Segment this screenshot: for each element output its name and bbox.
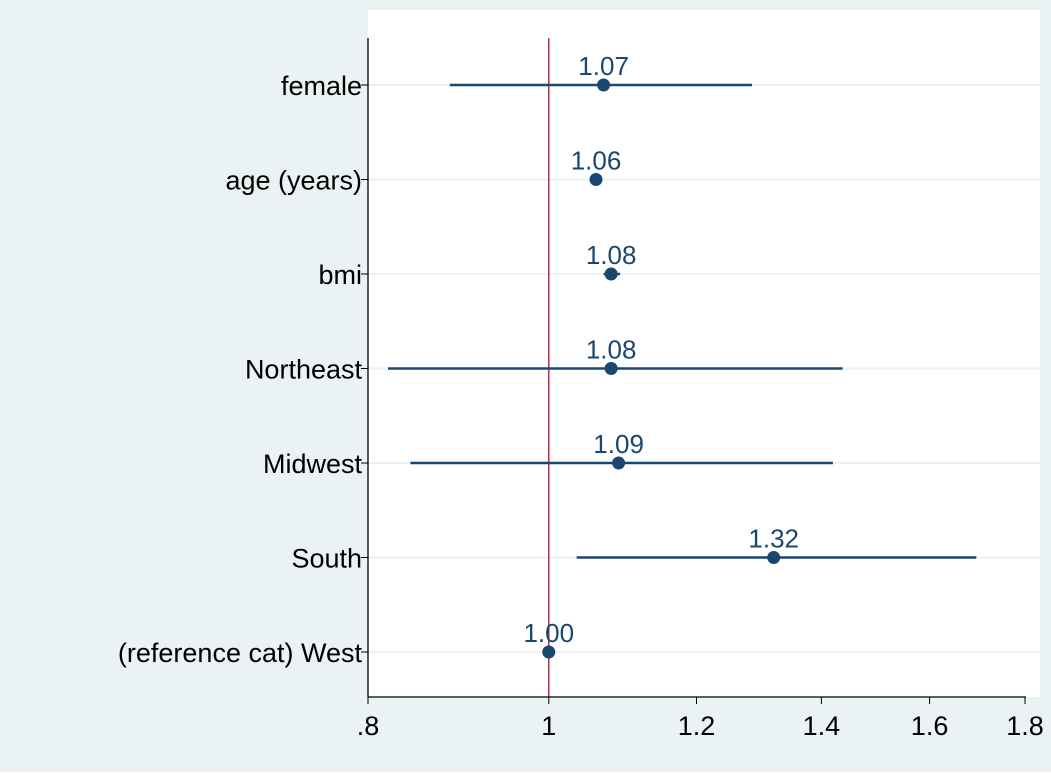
x-tick-label: 1.8: [1006, 711, 1044, 741]
y-tick-label: female: [281, 71, 362, 101]
x-tick-label: 1: [541, 711, 556, 741]
data-label: 1.32: [748, 524, 799, 554]
data-point: [767, 551, 781, 564]
data-point: [604, 362, 618, 375]
data-point: [612, 456, 626, 470]
data-label: 1.08: [586, 240, 637, 270]
data-label: 1.00: [523, 618, 574, 648]
x-tick-label: 1.6: [911, 711, 949, 741]
y-tick-label: (reference cat) West: [118, 638, 363, 668]
plot-area: [368, 10, 1040, 697]
data-point: [604, 267, 618, 281]
x-tick-label: .8: [357, 711, 380, 741]
data-point: [589, 173, 603, 186]
y-tick-label: Northeast: [245, 355, 363, 385]
points: [542, 78, 781, 659]
y-tick-label: Midwest: [263, 449, 363, 479]
data-label: 1.08: [586, 335, 637, 365]
data-label: 1.06: [571, 146, 622, 176]
x-tick-label: 1.4: [803, 711, 841, 741]
data-label: 1.09: [593, 429, 644, 459]
y-tick-label: South: [291, 544, 362, 574]
data-point: [597, 78, 611, 92]
data-label: 1.07: [578, 51, 629, 81]
data-point: [542, 645, 556, 659]
data-labels: 1.07 1.06 1.08 1.08 1.09 1.32 1.00: [523, 51, 799, 648]
axes: female age (years) bmi Northeast Midwest Sout…: [118, 38, 1044, 741]
y-tick-label: bmi: [318, 260, 362, 290]
x-tick-label: 1.2: [678, 711, 716, 741]
y-tick-label: age (years): [225, 166, 362, 196]
